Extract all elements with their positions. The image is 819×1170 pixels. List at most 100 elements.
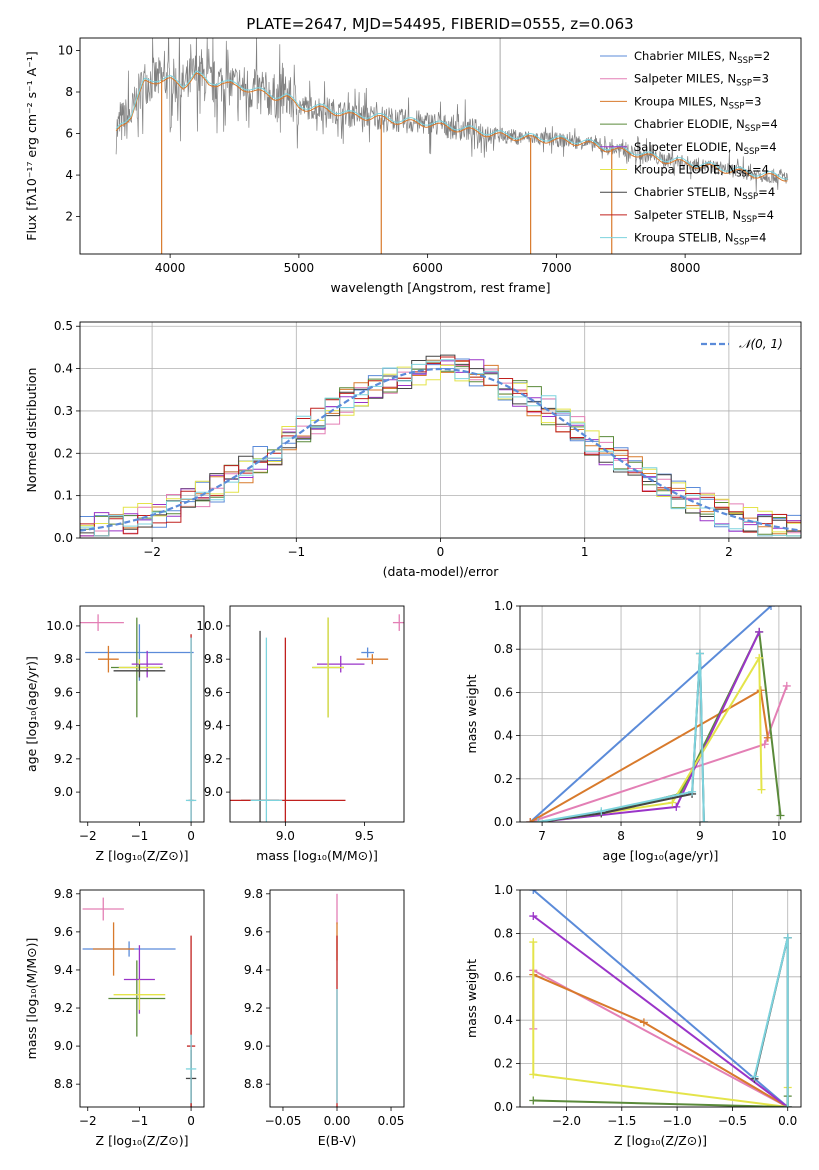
legend-n-equals: = [752,72,762,86]
errorbar-plot-area [82,897,197,1107]
x-tick-label: 9.5 [355,829,374,843]
y-tick-label: 1.0 [494,883,513,897]
mass-weight-marker [529,1070,538,1079]
residual-histogram-step [80,364,801,533]
x-tick-label: 0.00 [324,1114,351,1128]
errorbar-point [108,960,166,1037]
x-axis-label: wavelength [Angstrom, rest frame] [330,280,550,295]
errorbar-plot-area [80,614,197,822]
x-tick-label: −0.05 [265,1114,302,1128]
mass-weight-marker [699,818,708,822]
x-tick-label: 4000 [155,261,186,275]
mass-weight-marker [783,1103,792,1107]
figure-title: PLATE=2647, MJD=54495, FIBERID=0555, z=0… [246,15,633,33]
panel-weight_vs_age: 7 8 9 10 0.0 0.2 0.4 0.6 0.8 1.0 age [log₁₀(age/yr… [464,599,802,863]
legend-model-name: Kroupa MILES [634,94,713,108]
y-tick-label: 9.0 [54,785,73,799]
y-tick-label: 1.0 [494,599,513,613]
errorbar-point [113,664,166,678]
x-tick-label: 0.05 [378,1114,405,1128]
mass-weight-marker [529,890,538,894]
errorbar-point [317,655,365,673]
x-tick-label: 2 [725,545,733,559]
y-tick-label: 9.4 [204,719,223,733]
legend-entry: Chabrier STELIB, NSSP=4 [634,185,775,202]
y-tick-label: 9.4 [54,963,73,977]
mass-weight-marker [695,649,704,658]
mass-weight-marker [529,938,538,947]
residual-histogram-step [80,359,801,537]
legend-n-value: 4 [767,208,774,222]
legend-n-subscript: SSP [734,238,750,248]
legend-n-subscript: SSP [736,79,752,89]
y-axis-label: age [log₁₀(age/yr)] [24,656,39,772]
y-tick-label: 0.2 [54,446,73,460]
model-spectrum-line [115,72,788,182]
legend-entry: 𝒩(0, 1) [739,337,783,351]
x-tick-label: 7 [538,829,546,843]
weight-plot-area [529,890,792,1107]
panel-spectrum: 4000 5000 6000 7000 8000 2 4 6 8 10 wavelength [An… [24,37,802,295]
y-tick-label: 0.4 [54,362,73,376]
panel-mass_vs_ebv: −0.05 0.00 0.05 8.8 9.0 9.2 9.4 9.6 9.8 E(B-V) [244,887,405,1148]
y-tick-label: 10 [58,43,73,57]
y-axis-label: Normed distribution [24,368,39,493]
x-axis-label: Z [log₁₀(Z/Z⊙)] [96,848,189,863]
panel-residuals: −2 −1 0 1 2 0.0 0.1 0.2 0.3 0.4 0.5 (data-model)/er… [24,319,802,579]
legend-n-prefix: , N [721,49,737,63]
y-tick-label: 9.0 [54,1039,73,1053]
legend-entry: Salpeter STELIB, NSSP=4 [634,208,774,225]
mass-weight-line [532,890,789,1107]
legend-n-value: 4 [759,231,766,245]
gaussian-reference-curve [80,367,801,532]
y-tick-label: 0.0 [494,1100,513,1114]
mass-weight-marker [783,933,792,942]
y-tick-label: 9.8 [204,652,223,666]
errorbar-point [361,647,374,658]
legend-n-prefix: , N [726,185,742,199]
x-tick-label: 8000 [670,261,701,275]
y-tick-label: 0.6 [494,970,513,984]
x-tick-label: 1 [581,545,589,559]
legend-n-subscript: SSP [736,170,752,180]
y-tick-label: 9.6 [204,685,223,699]
legend-entry: Salpeter MILES, NSSP=3 [634,72,769,89]
y-tick-label: 9.4 [244,963,263,977]
legend-model-name: Kroupa ELODIE [634,163,720,177]
y-tick-label: 0.5 [54,319,73,333]
y-tick-label: 0.1 [54,489,73,503]
legend-n-value: 4 [769,140,776,154]
errorbar-point [98,645,119,673]
axes-frame [519,605,802,823]
mass-weight-marker [597,807,606,816]
x-tick-label: −1.5 [607,1114,636,1128]
y-tick-label: 0.2 [494,1057,513,1071]
legend-model-name: Salpeter ELODIE [634,140,728,154]
x-tick-label: 0 [187,1114,195,1128]
y-tick-label: 0.6 [494,685,513,699]
y-axis-label: mass weight [464,674,479,753]
x-tick-label: 9 [696,829,704,843]
legend-model-name: Salpeter STELIB [634,208,725,222]
errorbar-point [82,897,124,921]
legend-n-value: 2 [763,49,770,63]
legend-n-equals: = [757,208,767,222]
axes-frame [229,605,405,823]
mass-weight-line [532,915,789,1107]
spectrum-plot-area [115,38,789,254]
y-axis-label: mass weight [464,959,479,1038]
panel-weight_vs_Z: −2.0 −1.5 −1.0 −0.5 0.0 0.0 0.2 0.4 0.6 0.8 1.0 Z [… [464,883,802,1148]
model-spectrum-line [115,70,788,180]
legend-model-name: Chabrier STELIB [634,185,726,199]
y-tick-label: 9.8 [244,887,263,901]
x-tick-label: 10 [771,829,786,843]
weight-plot-area [526,606,791,822]
mass-weight-line [538,631,761,822]
x-axis-label: age [log₁₀(age/yr)] [603,848,719,863]
x-tick-label: −2 [79,829,97,843]
y-tick-label: 9.0 [204,785,223,799]
legend-n-prefix: , N [729,117,745,131]
y-tick-label: 9.6 [54,685,73,699]
y-tick-label: 4 [65,168,73,182]
